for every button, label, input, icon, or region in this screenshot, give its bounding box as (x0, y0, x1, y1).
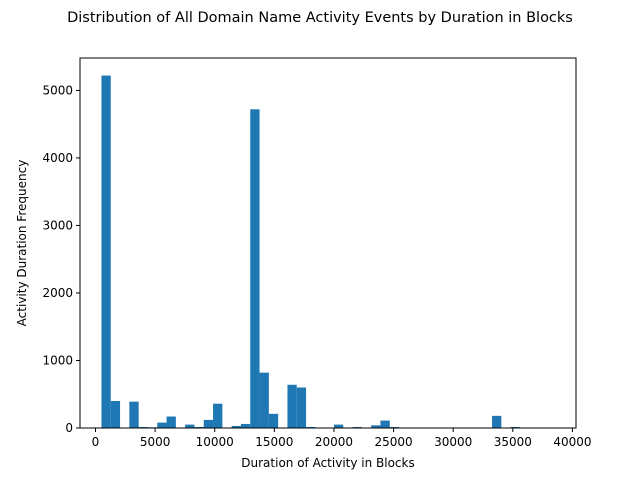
histogram-bar (259, 372, 269, 428)
histogram-bar (306, 426, 316, 428)
histogram-bar (110, 400, 121, 428)
x-tick-label: 5000 (140, 435, 171, 449)
y-tick-label: 0 (65, 421, 73, 435)
x-tick-label: 40000 (553, 435, 591, 449)
histogram-bar (371, 425, 381, 428)
histogram-bar (129, 401, 139, 428)
histogram-bar (296, 387, 307, 428)
histogram-bar (213, 403, 223, 428)
x-tick-label: 20000 (315, 435, 353, 449)
histogram-bar (510, 426, 520, 428)
histogram-bar (380, 420, 390, 428)
x-ticks-group: 0 5000 10000 15000 20000 25000 30000 35000 40000 (92, 428, 592, 449)
y-axis-label: Activity Duration Frequency (15, 160, 29, 327)
histogram-bar (352, 426, 362, 428)
x-tick-label: 10000 (196, 435, 234, 449)
x-tick-label: 30000 (434, 435, 472, 449)
histogram-bar (268, 413, 279, 428)
y-tick-label: 4000 (42, 151, 73, 165)
x-axis-label: Duration of Activity in Blocks (241, 456, 414, 470)
histogram-bar (194, 426, 204, 428)
histogram-bar (333, 424, 344, 428)
chart-title: Distribution of All Domain Name Activity… (67, 10, 573, 26)
histogram-bar (166, 416, 176, 428)
histogram-bar (157, 422, 167, 428)
plot-frame (79, 57, 577, 429)
histogram-bar (389, 426, 400, 428)
histogram-bar (185, 424, 195, 428)
x-tick-label: 15000 (255, 435, 293, 449)
histogram-bar (250, 109, 260, 428)
y-tick-label: 2000 (42, 286, 73, 300)
histogram-bar (138, 426, 148, 428)
histogram-bar (240, 423, 251, 428)
histogram-bar (492, 415, 502, 428)
histogram-bar (101, 75, 111, 429)
y-tick-label: 5000 (42, 83, 73, 97)
x-tick-label: 0 (92, 435, 100, 449)
y-tick-label: 1000 (42, 353, 73, 367)
histogram-bar (287, 384, 297, 428)
bars-group (101, 75, 520, 429)
histogram-bar (203, 419, 214, 428)
x-tick-label: 35000 (494, 435, 532, 449)
y-ticks-group: 0 1000 2000 3000 4000 5000 (42, 83, 80, 435)
histogram-bar (231, 425, 241, 428)
y-tick-label: 3000 (42, 218, 73, 232)
x-tick-label: 25000 (374, 435, 412, 449)
